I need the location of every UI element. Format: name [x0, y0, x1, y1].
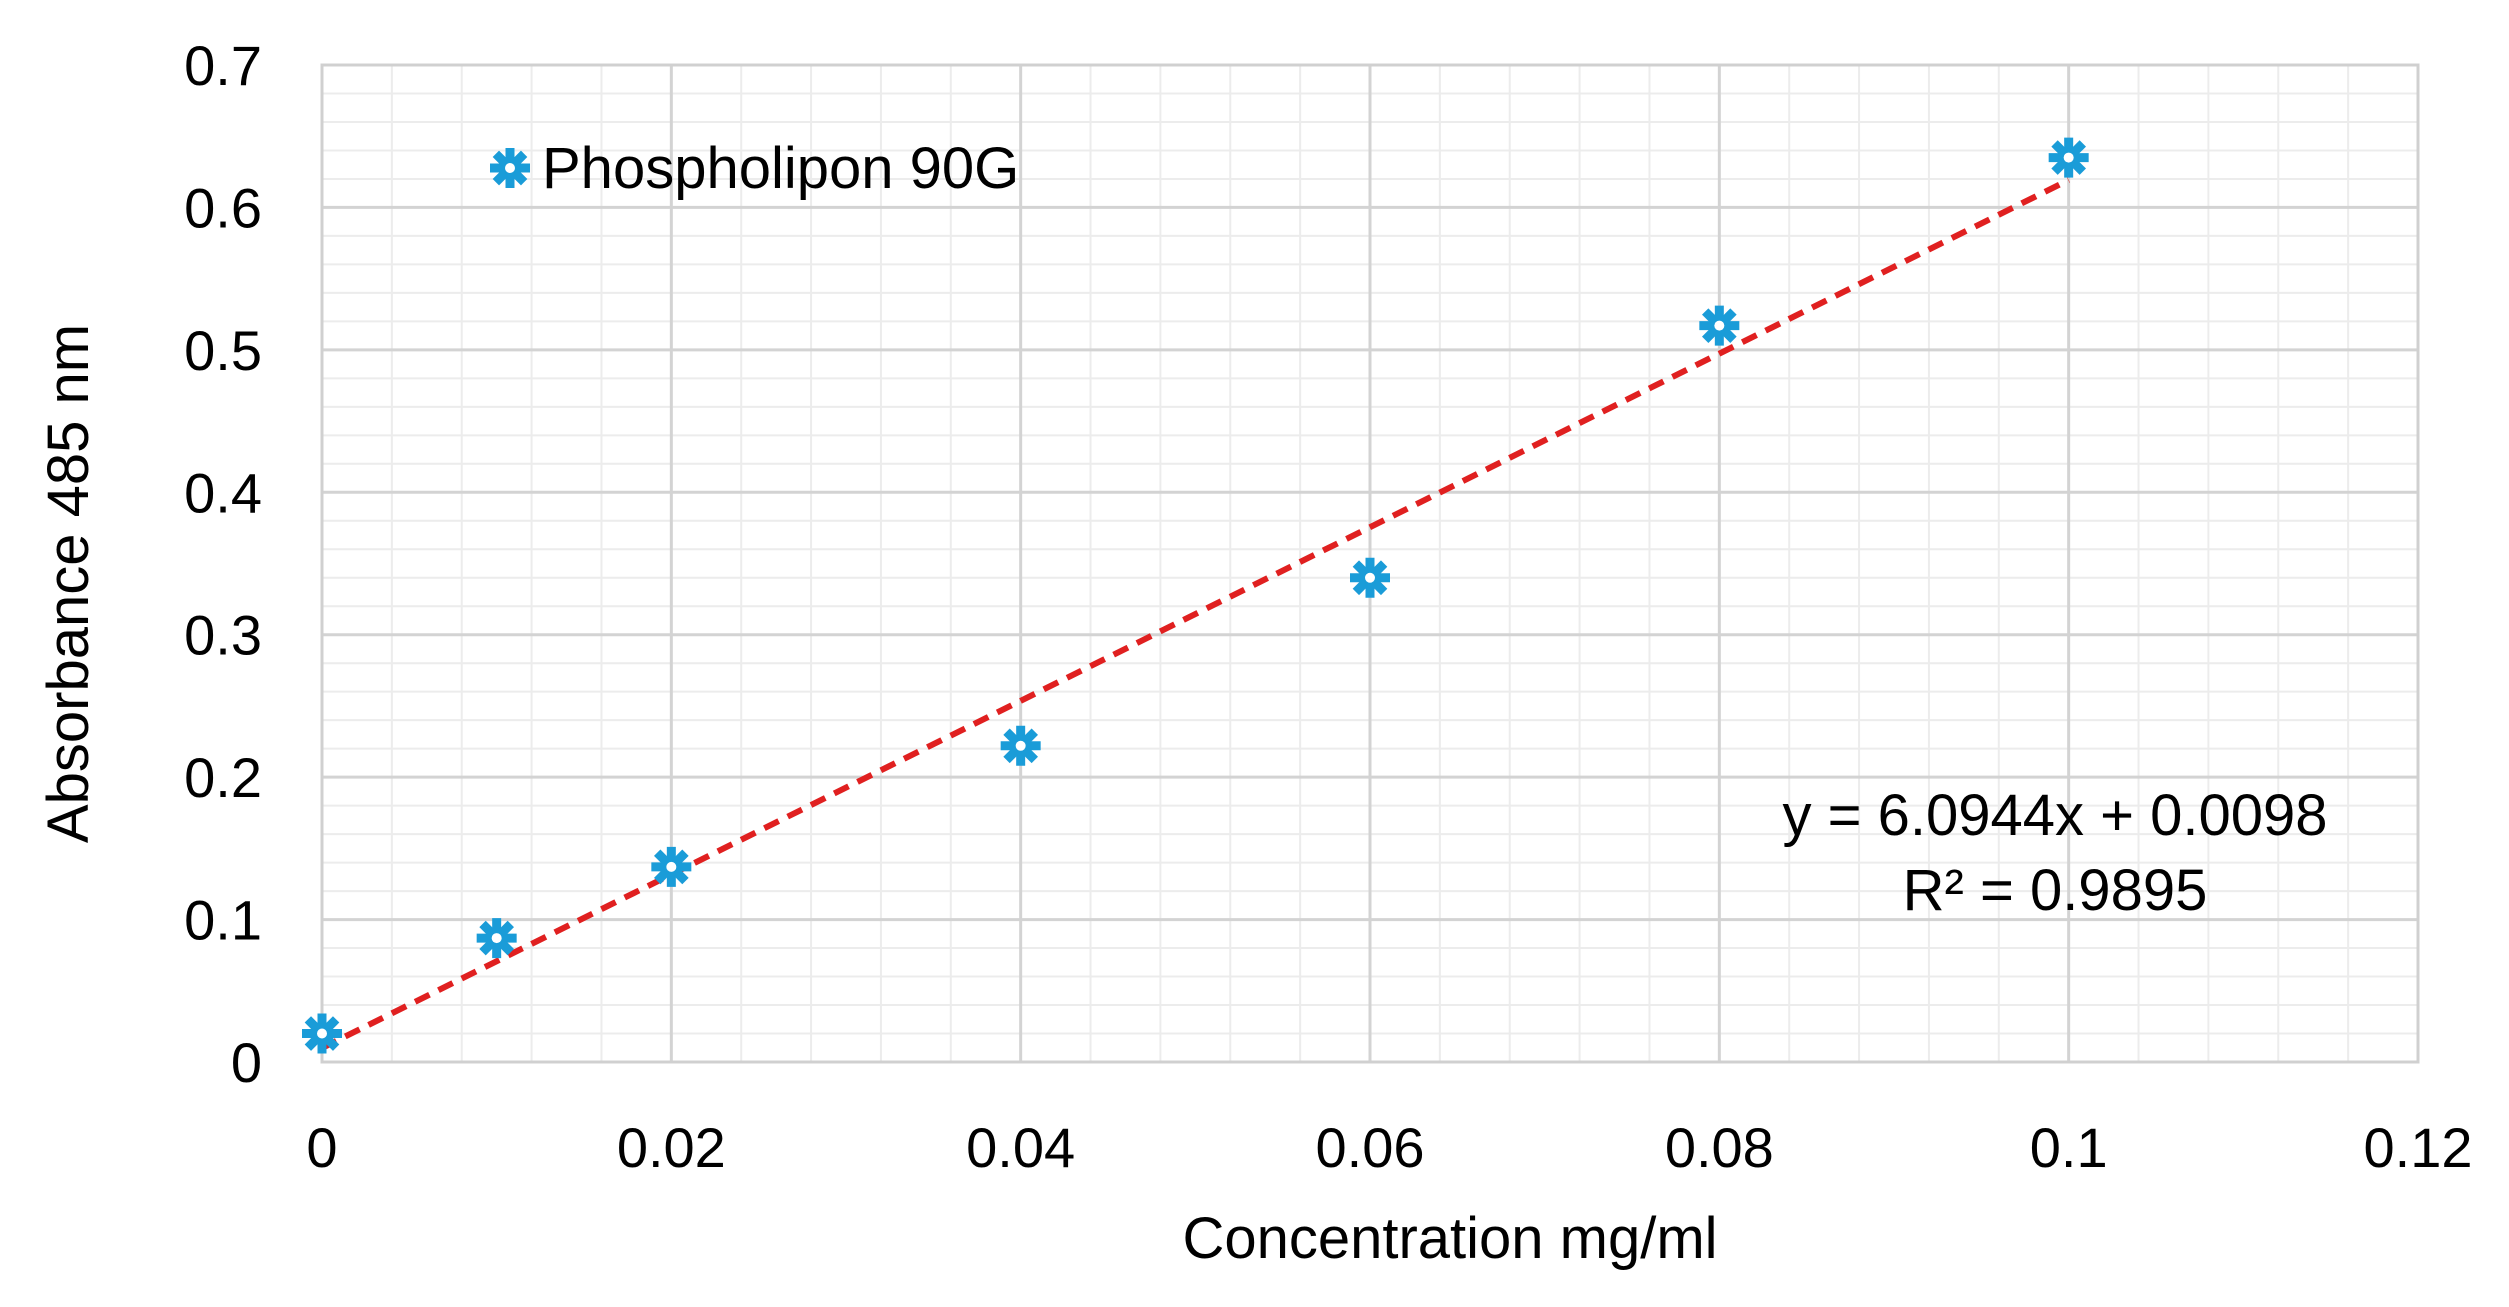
- x-tick-label: 0.12: [2364, 1116, 2473, 1179]
- x-tick-label: 0: [306, 1116, 337, 1179]
- data-point: [1000, 725, 1041, 766]
- x-tick-label: 0.04: [966, 1116, 1075, 1179]
- y-tick-label: 0: [231, 1031, 262, 1094]
- legend-label: Phospholipon 90G: [542, 136, 1019, 201]
- data-point: [302, 1013, 342, 1054]
- data-point: [2048, 137, 2089, 178]
- y-axis-tick-labels: 0 0.1 0.2 0.3 0.4 0.5 0.6 0.7: [184, 34, 262, 1094]
- x-tick-label: 0.1: [2030, 1116, 2108, 1179]
- y-tick-label: 0.3: [184, 604, 262, 667]
- data-point: [476, 918, 517, 959]
- y-tick-label: 0.1: [184, 889, 262, 952]
- y-tick-label: 0.6: [184, 176, 262, 239]
- data-point: [651, 846, 692, 887]
- y-tick-label: 0.7: [184, 34, 262, 97]
- legend: Phospholipon 90G: [490, 136, 1019, 201]
- y-tick-label: 0.2: [184, 746, 262, 809]
- trendline-equation: y = 6.0944x + 0.0098: [1783, 783, 2328, 848]
- y-tick-label: 0.5: [184, 319, 262, 382]
- x-tick-label: 0.08: [1665, 1116, 1774, 1179]
- plot-area-frame: [320, 63, 2420, 1064]
- y-tick-label: 0.4: [184, 461, 262, 524]
- data-point: [1350, 557, 1390, 598]
- x-tick-label: 0.02: [617, 1116, 726, 1179]
- legend-marker-icon: [490, 148, 530, 188]
- trendline-r-squared: R² = 0.9895: [1903, 858, 2208, 923]
- y-axis-title: Absorbance 485 nm: [36, 324, 101, 843]
- data-points: [302, 137, 2089, 1054]
- x-axis-title: Concentration mg/ml: [1182, 1206, 1717, 1271]
- trendline: [320, 177, 2071, 1051]
- x-tick-label: 0.06: [1316, 1116, 1425, 1179]
- data-point: [1699, 305, 1740, 346]
- legend-marker: [490, 148, 530, 188]
- x-axis-tick-labels: 0 0.02 0.04 0.06 0.08 0.1 0.12: [306, 1116, 2472, 1179]
